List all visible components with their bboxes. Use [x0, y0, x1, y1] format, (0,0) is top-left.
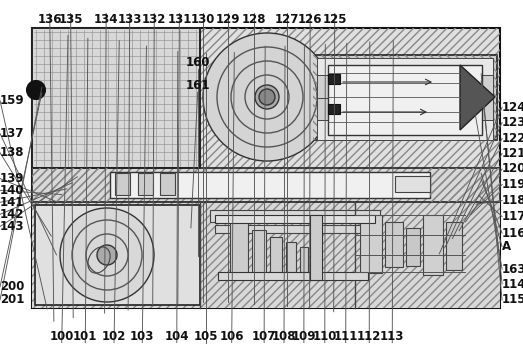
Bar — [446, 222, 462, 270]
Text: 160: 160 — [186, 55, 210, 69]
Bar — [430, 168, 500, 202]
Text: 131: 131 — [167, 13, 191, 27]
Text: 114: 114 — [502, 278, 523, 290]
Text: 116: 116 — [502, 227, 523, 240]
Text: 115: 115 — [502, 294, 523, 306]
Text: 105: 105 — [194, 329, 218, 343]
Circle shape — [203, 33, 331, 161]
Bar — [32, 28, 200, 168]
Text: 109: 109 — [292, 329, 316, 343]
Text: 138: 138 — [0, 146, 25, 159]
Text: 161: 161 — [186, 79, 210, 92]
Text: 140: 140 — [0, 184, 25, 197]
Bar — [115, 173, 130, 195]
Text: 112: 112 — [357, 329, 381, 343]
Circle shape — [60, 208, 154, 302]
Text: 135: 135 — [59, 13, 83, 27]
Text: 159: 159 — [0, 94, 25, 107]
Bar — [215, 225, 370, 233]
Circle shape — [255, 85, 279, 109]
Text: 113: 113 — [380, 329, 404, 343]
Text: 121: 121 — [502, 147, 523, 160]
Bar — [160, 173, 175, 195]
Bar — [317, 98, 493, 120]
Bar — [270, 237, 282, 275]
Bar — [300, 247, 308, 272]
Bar — [317, 58, 493, 75]
Bar — [32, 168, 110, 202]
Text: 126: 126 — [298, 13, 322, 27]
Text: 128: 128 — [242, 13, 266, 27]
Text: 141: 141 — [0, 196, 25, 209]
Text: 119: 119 — [502, 178, 523, 191]
Text: 118: 118 — [502, 194, 523, 207]
Text: 130: 130 — [191, 13, 215, 27]
Bar — [32, 202, 500, 308]
Bar — [313, 55, 497, 140]
Bar — [215, 215, 375, 223]
Bar — [328, 104, 340, 114]
Bar — [32, 168, 500, 202]
Text: 122: 122 — [502, 132, 523, 145]
Bar — [360, 215, 382, 273]
Text: 127: 127 — [275, 13, 299, 27]
Text: 139: 139 — [0, 172, 25, 185]
Text: 200: 200 — [0, 280, 25, 293]
Text: 110: 110 — [313, 329, 337, 343]
Bar — [328, 65, 482, 135]
Polygon shape — [460, 65, 495, 130]
Bar — [252, 230, 266, 275]
Bar — [406, 228, 420, 266]
Bar — [423, 215, 443, 275]
Text: 125: 125 — [323, 13, 347, 27]
Text: 201: 201 — [0, 294, 25, 306]
Bar — [138, 173, 153, 195]
Text: 134: 134 — [94, 13, 118, 27]
Bar — [210, 210, 380, 222]
Bar — [317, 75, 493, 98]
Text: 142: 142 — [0, 208, 25, 221]
Bar — [32, 28, 200, 168]
Text: 108: 108 — [272, 329, 296, 343]
Text: 103: 103 — [130, 329, 154, 343]
Text: 136: 136 — [38, 13, 62, 27]
Bar — [218, 272, 368, 280]
Text: 101: 101 — [73, 329, 97, 343]
Text: 117: 117 — [502, 210, 523, 223]
Text: 102: 102 — [102, 329, 126, 343]
Bar — [385, 222, 403, 267]
Bar — [230, 222, 248, 277]
Bar — [32, 168, 500, 202]
Text: 106: 106 — [220, 329, 244, 343]
Bar — [317, 120, 493, 140]
Text: 133: 133 — [118, 13, 142, 27]
Bar — [32, 202, 500, 308]
Circle shape — [259, 89, 275, 105]
Text: 104: 104 — [165, 329, 189, 343]
Text: 129: 129 — [215, 13, 240, 27]
Bar — [286, 242, 296, 272]
Text: 120: 120 — [502, 163, 523, 175]
Text: 132: 132 — [142, 13, 166, 27]
Circle shape — [27, 81, 45, 99]
Text: A: A — [502, 240, 511, 253]
Bar — [32, 28, 500, 308]
Text: 107: 107 — [252, 329, 276, 343]
Text: 111: 111 — [334, 329, 358, 343]
Bar — [32, 168, 500, 202]
Bar — [35, 205, 200, 305]
Bar — [32, 28, 500, 308]
Text: 163: 163 — [502, 263, 523, 275]
Circle shape — [97, 245, 117, 265]
Text: 123: 123 — [502, 116, 523, 129]
Bar — [328, 74, 340, 84]
Text: 137: 137 — [0, 127, 25, 140]
Bar — [395, 176, 430, 192]
Bar — [110, 172, 430, 198]
Text: 100: 100 — [50, 329, 74, 343]
Bar — [313, 55, 497, 140]
Bar — [310, 215, 322, 280]
Text: 143: 143 — [0, 220, 25, 233]
Text: 124: 124 — [502, 101, 523, 114]
